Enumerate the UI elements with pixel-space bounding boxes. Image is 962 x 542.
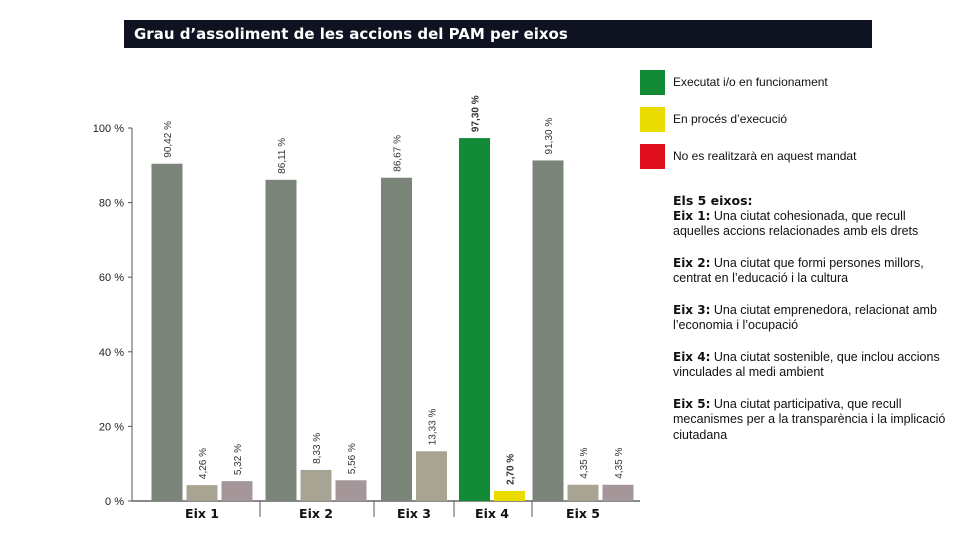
eix-2-description: Eix 2: Una ciutat que formi persones mil…	[673, 256, 953, 287]
bar-value-label: 13,33 %	[428, 408, 439, 445]
eix-name: Eix 3:	[673, 302, 711, 317]
eix-text: Una ciutat sostenible, que inclou accion…	[673, 349, 940, 380]
bar	[186, 485, 218, 501]
eix-name: Eix 5:	[673, 396, 711, 411]
bar-value-label: 91,30 %	[544, 118, 555, 155]
chart-title: Grau d’assoliment de les accions del PAM…	[124, 20, 872, 48]
eixos-heading: Els 5 eixos:	[673, 193, 753, 208]
bar-value-label: 2,70 %	[506, 454, 517, 485]
category-label: Eix 4	[475, 506, 509, 521]
legend-label: Executat i/o en funcionament	[673, 75, 828, 89]
y-tick-label: 20 %	[99, 421, 124, 433]
bar-value-label: 5,32 %	[233, 444, 244, 475]
legend-item-no-realitzara: No es realitzarà en aquest mandat	[640, 144, 940, 181]
bar-value-label: 4,35 %	[614, 448, 625, 479]
legend-swatch-green	[640, 70, 665, 95]
bar	[494, 490, 525, 501]
eix-name: Eix 2:	[673, 255, 711, 270]
legend-item-executat: Executat i/o en funcionament	[640, 70, 940, 107]
y-tick-label: 100 %	[93, 123, 124, 135]
eix-text: Una ciutat que formi persones millors, c…	[673, 255, 924, 286]
bar	[300, 469, 332, 501]
y-tick-label: 0 %	[105, 496, 124, 508]
legend: Executat i/o en funcionament En procés d…	[640, 70, 940, 181]
bar	[151, 163, 183, 501]
bar	[532, 160, 564, 502]
bar-value-label: 97,30 %	[471, 95, 482, 132]
legend-swatch-yellow	[640, 107, 665, 132]
bar	[381, 177, 412, 502]
legend-label: No es realitzarà en aquest mandat	[673, 149, 857, 163]
eix-name: Eix 4:	[673, 349, 711, 364]
bar-value-label: 86,67 %	[393, 135, 404, 172]
bar	[416, 451, 447, 501]
bar-value-label: 4,26 %	[198, 448, 209, 479]
category-label: Eix 2	[299, 506, 333, 521]
y-tick-label: 40 %	[99, 347, 124, 359]
bar	[335, 480, 367, 501]
bar	[602, 484, 634, 501]
bar-value-label: 4,35 %	[579, 448, 590, 479]
category-label: Eix 3	[397, 506, 431, 521]
legend-swatch-red	[640, 144, 665, 169]
legend-item-en-proces: En procés d’execució	[640, 107, 940, 144]
eix-name: Eix 1:	[673, 208, 711, 223]
eixos-description: Els 5 eixos: Eix 1: Una ciutat cohesiona…	[673, 193, 953, 459]
eix-text: Una ciutat participativa, que recull mec…	[673, 396, 946, 442]
eix-1-description: Eix 1: Una ciutat cohesionada, que recul…	[673, 209, 953, 240]
y-tick-label: 80 %	[99, 198, 124, 210]
legend-label: En procés d’execució	[673, 112, 788, 126]
eix-text: Una ciutat cohesionada, que recull aquel…	[673, 208, 919, 239]
y-tick-label: 60 %	[99, 272, 124, 284]
eix-3-description: Eix 3: Una ciutat emprenedora, relaciona…	[673, 303, 953, 334]
bar	[265, 179, 297, 501]
bar-value-label: 5,56 %	[347, 443, 358, 474]
bar	[459, 138, 490, 502]
category-label: Eix 5	[566, 506, 600, 521]
bar-value-label: 90,42 %	[163, 121, 174, 158]
bar-value-label: 8,33 %	[312, 433, 323, 464]
category-label: Eix 1	[185, 506, 219, 521]
eix-4-description: Eix 4: Una ciutat sostenible, que inclou…	[673, 350, 953, 381]
eix-text: Una ciutat emprenedora, relacionat amb l…	[673, 302, 937, 333]
bar	[567, 484, 599, 501]
eix-5-description: Eix 5: Una ciutat participativa, que rec…	[673, 397, 953, 444]
bar	[221, 481, 253, 501]
bar-value-label: 86,11 %	[277, 138, 288, 174]
